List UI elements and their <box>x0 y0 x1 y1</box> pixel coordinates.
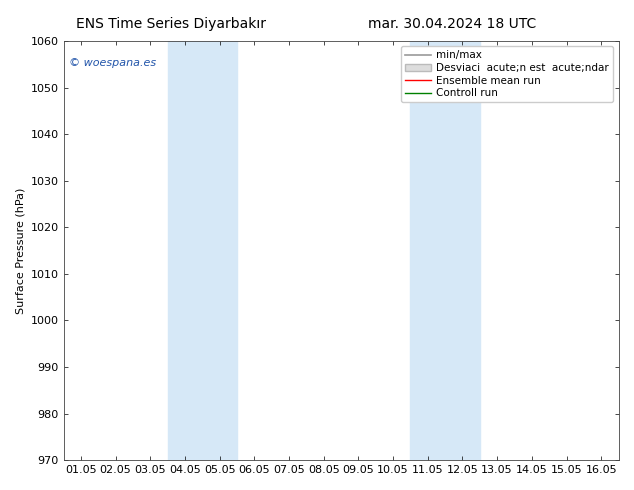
Y-axis label: Surface Pressure (hPa): Surface Pressure (hPa) <box>15 187 25 314</box>
Text: mar. 30.04.2024 18 UTC: mar. 30.04.2024 18 UTC <box>368 17 536 31</box>
Text: © woespana.es: © woespana.es <box>69 58 156 68</box>
Legend: min/max, Desviaci  acute;n est  acute;ndar, Ensemble mean run, Controll run: min/max, Desviaci acute;n est acute;ndar… <box>401 46 613 102</box>
Bar <box>167 41 237 460</box>
Bar <box>410 41 480 460</box>
Text: ENS Time Series Diyarbakır: ENS Time Series Diyarbakır <box>76 17 266 31</box>
